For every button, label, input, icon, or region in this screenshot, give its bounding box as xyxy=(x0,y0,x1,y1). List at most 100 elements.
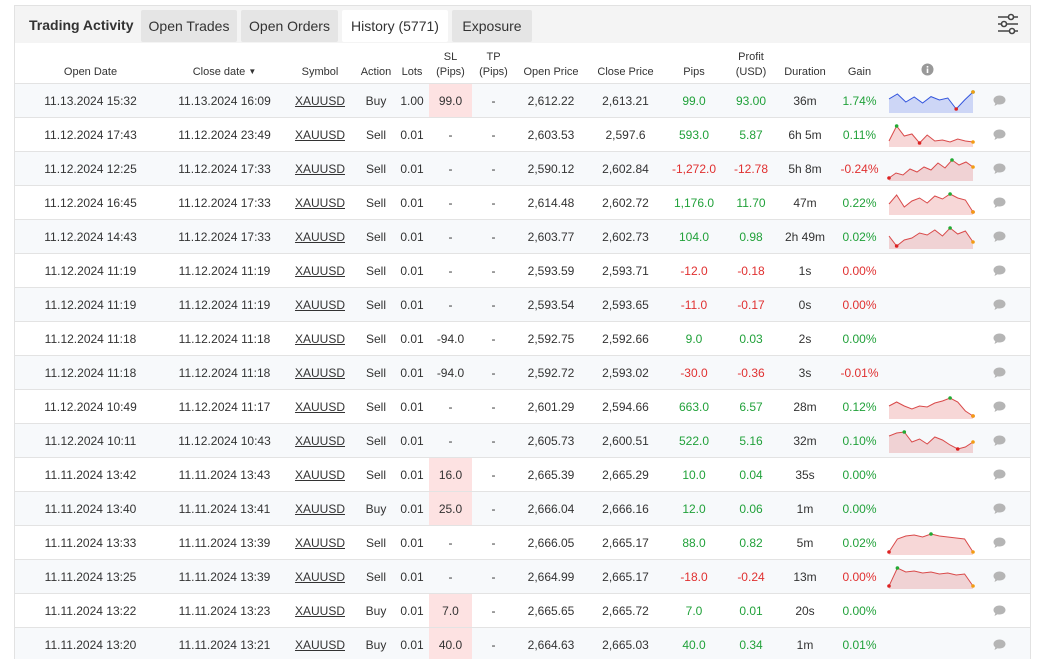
cell-tp: - xyxy=(472,628,515,659)
symbol-link[interactable]: XAUUSD xyxy=(295,332,345,346)
trade-sparkline[interactable] xyxy=(887,565,975,589)
cell-close-price: 2,602.72 xyxy=(587,186,664,220)
col-pips[interactable]: Pips xyxy=(664,44,724,84)
cell-duration: 13m xyxy=(778,560,832,594)
symbol-link[interactable]: XAUUSD xyxy=(295,94,345,108)
cell-close-date: 11.11.2024 13:41 xyxy=(166,492,283,526)
comment-icon[interactable] xyxy=(993,95,1006,107)
tab-open-trades[interactable]: Open Trades xyxy=(141,10,237,42)
col-open-date[interactable]: Open Date xyxy=(15,44,166,84)
tab-open-orders[interactable]: Open Orders xyxy=(241,10,338,42)
symbol-link[interactable]: XAUUSD xyxy=(295,400,345,414)
sparkline-max-marker xyxy=(948,192,952,196)
symbol-link[interactable]: XAUUSD xyxy=(295,468,345,482)
cell-equity-chart xyxy=(887,254,968,288)
trade-sparkline[interactable] xyxy=(887,123,975,147)
tab-exposure[interactable]: Exposure xyxy=(452,10,532,42)
cell-open-price: 2,666.05 xyxy=(515,526,587,560)
tab-history[interactable]: History (5771) xyxy=(342,10,448,42)
comment-icon[interactable] xyxy=(993,367,1006,379)
comment-icon[interactable] xyxy=(993,503,1006,515)
cell-pips: 99.0 xyxy=(664,84,724,118)
col-close-date[interactable]: Close date ▼ xyxy=(166,44,283,84)
cell-sl: - xyxy=(429,288,472,322)
trade-sparkline[interactable] xyxy=(887,89,975,113)
symbol-link[interactable]: XAUUSD xyxy=(295,366,345,380)
comment-icon[interactable] xyxy=(993,197,1006,209)
col-profit[interactable]: Profit(USD) xyxy=(724,44,778,84)
cell-gain: 0.00% xyxy=(832,594,887,628)
col-sl[interactable]: SL(Pips) xyxy=(429,44,472,84)
comment-icon[interactable] xyxy=(993,129,1006,141)
comment-icon[interactable] xyxy=(993,299,1006,311)
info-icon[interactable] xyxy=(921,63,934,76)
trade-sparkline[interactable] xyxy=(887,191,975,215)
cell-tp: - xyxy=(472,322,515,356)
col-close-price[interactable]: Close Price xyxy=(587,44,664,84)
sliders-icon[interactable] xyxy=(996,12,1020,36)
comment-icon[interactable] xyxy=(993,639,1006,651)
symbol-link[interactable]: XAUUSD xyxy=(295,128,345,142)
col-open-price[interactable]: Open Price xyxy=(515,44,587,84)
comment-icon[interactable] xyxy=(993,435,1006,447)
comment-icon[interactable] xyxy=(993,333,1006,345)
col-symbol[interactable]: Symbol xyxy=(283,44,357,84)
symbol-link[interactable]: XAUUSD xyxy=(295,570,345,584)
symbol-link[interactable]: XAUUSD xyxy=(295,502,345,516)
symbol-link[interactable]: XAUUSD xyxy=(295,162,345,176)
col-duration[interactable]: Duration xyxy=(778,44,832,84)
cell-action: Sell xyxy=(357,390,395,424)
cell-duration: 35s xyxy=(778,458,832,492)
trade-sparkline[interactable] xyxy=(887,225,975,249)
symbol-link[interactable]: XAUUSD xyxy=(295,536,345,550)
cell-profit: 5.87 xyxy=(724,118,778,152)
trade-sparkline[interactable] xyxy=(887,157,975,181)
comment-icon[interactable] xyxy=(993,401,1006,413)
comment-icon[interactable] xyxy=(993,265,1006,277)
symbol-link[interactable]: XAUUSD xyxy=(295,196,345,210)
symbol-link[interactable]: XAUUSD xyxy=(295,434,345,448)
trade-sparkline[interactable] xyxy=(887,531,975,555)
cell-gain: 0.00% xyxy=(832,322,887,356)
comment-icon[interactable] xyxy=(993,537,1006,549)
cell-open-date: 11.12.2024 16:45 xyxy=(15,186,166,220)
cell-lots: 0.01 xyxy=(395,458,429,492)
symbol-link[interactable]: XAUUSD xyxy=(295,638,345,652)
cell-sl: - xyxy=(429,390,472,424)
trade-sparkline[interactable] xyxy=(887,395,975,419)
col-close-date-label: Close date xyxy=(193,66,246,78)
trade-sparkline[interactable] xyxy=(887,429,975,453)
symbol-link[interactable]: XAUUSD xyxy=(295,230,345,244)
comment-icon[interactable] xyxy=(993,469,1006,481)
symbol-link[interactable]: XAUUSD xyxy=(295,264,345,278)
col-lots[interactable]: Lots xyxy=(395,44,429,84)
cell-open-date: 11.12.2024 11:18 xyxy=(15,356,166,390)
symbol-link[interactable]: XAUUSD xyxy=(295,298,345,312)
symbol-link[interactable]: XAUUSD xyxy=(295,604,345,618)
col-gain[interactable]: Gain xyxy=(832,44,887,84)
col-action[interactable]: Action xyxy=(357,44,395,84)
comment-icon[interactable] xyxy=(993,163,1006,175)
comment-icon[interactable] xyxy=(993,571,1006,583)
col-tp[interactable]: TP(Pips) xyxy=(472,44,515,84)
comment-icon[interactable] xyxy=(993,231,1006,243)
comment-icon[interactable] xyxy=(993,605,1006,617)
cell-close-price: 2,593.71 xyxy=(587,254,664,288)
